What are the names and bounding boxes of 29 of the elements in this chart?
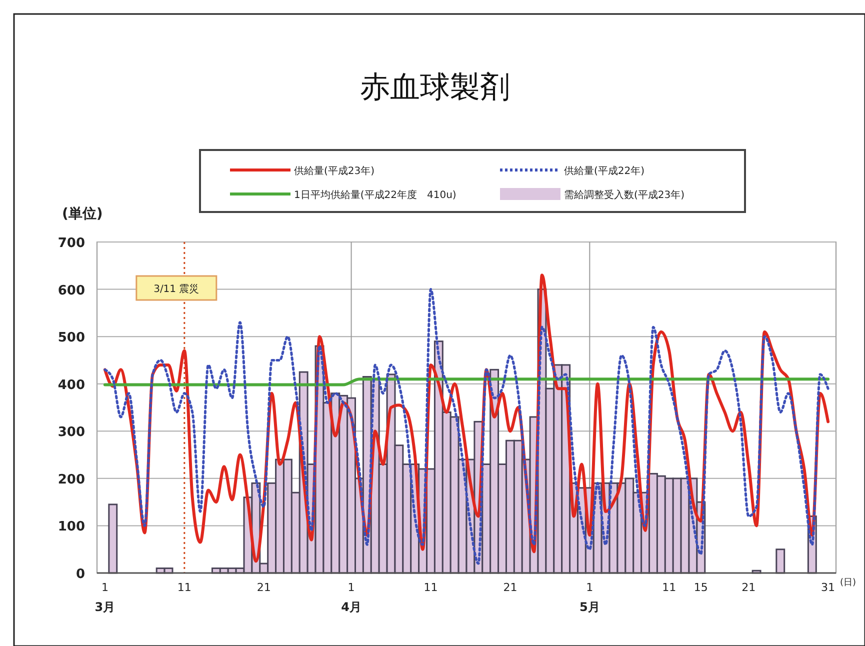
y-tick-label: 500: [58, 330, 85, 346]
y-axis-title: (単位): [62, 206, 103, 222]
x-tick-label: 15: [694, 581, 708, 594]
y-tick-label: 0: [76, 567, 85, 582]
x-tick-label: 1 3月: [94, 581, 116, 614]
x-tick-label: 1 5月: [579, 581, 600, 614]
x-axis-title: (日): [840, 578, 856, 588]
legend-label: 1日平均供給量(平成22年度 410u): [294, 189, 456, 201]
bar: [776, 548, 786, 574]
y-tick-label: 100: [58, 520, 85, 535]
x-tick-label: 21: [256, 581, 271, 594]
x-tick-label: 21: [503, 581, 518, 594]
ref-line-label: 3/11 震災: [154, 283, 200, 295]
y-tick-label: 300: [58, 425, 85, 440]
x-tick-label: 1 4月: [341, 581, 362, 614]
x-tick-label: 11: [177, 581, 192, 594]
legend-label: 供給量(平成23年): [294, 165, 375, 177]
x-tick-label: 31: [821, 581, 836, 594]
x-tick-label: 11: [424, 581, 438, 594]
y-tick-label: 600: [58, 283, 85, 298]
x-tick-label: 11: [662, 581, 676, 594]
y-tick-label: 400: [58, 378, 85, 393]
bar: [108, 504, 118, 574]
x-tick-label: 21: [742, 581, 756, 594]
legend-label: 需給調整受入数(平成23年): [564, 189, 685, 201]
legend-label: 供給量(平成22年): [564, 165, 645, 177]
y-tick-label: 200: [58, 472, 85, 488]
chart-title: 赤血球製剤: [360, 70, 510, 105]
y-tick-label: 700: [58, 236, 85, 251]
